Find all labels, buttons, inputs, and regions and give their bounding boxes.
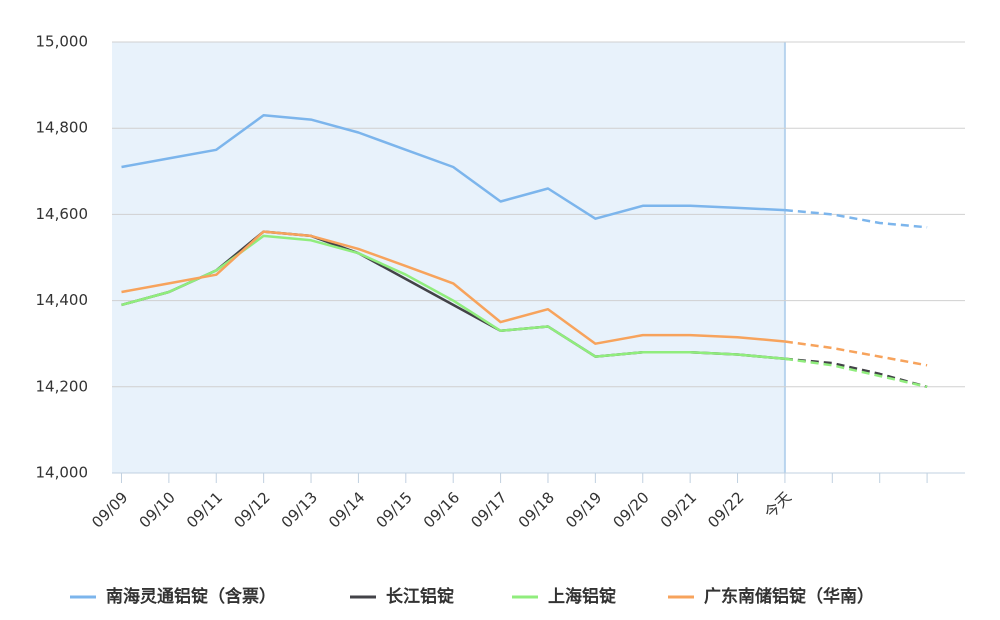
x-tick-label: 09/15: [373, 488, 416, 531]
x-tick-label: 09/12: [230, 488, 273, 531]
history-band: [112, 42, 785, 473]
x-tick-label: 09/19: [562, 488, 605, 531]
x-tick-label: 09/11: [183, 488, 226, 531]
legend-label: 南海灵通铝锭（含票）: [106, 586, 276, 607]
x-tick-label: 今天: [761, 488, 795, 522]
x-tick-label: 09/16: [420, 488, 463, 531]
forecast-line: [784, 208, 928, 229]
x-tick-label: 09/13: [278, 488, 321, 531]
x-tick-label: 09/22: [704, 488, 747, 531]
y-tick-label: 14,600: [36, 205, 89, 223]
series-line: [121, 114, 785, 220]
legend: 南海灵通铝锭（含票） 长江铝锭 上海铝锭 广东南储铝锭（华南）: [70, 586, 874, 607]
forecast-line: [784, 340, 928, 367]
y-tick-label: 14,400: [36, 291, 89, 309]
x-tick-label: 09/18: [515, 488, 558, 531]
x-tick-label: 09/09: [88, 488, 131, 531]
forecast-line: [784, 357, 928, 389]
x-tick-label: 09/14: [325, 488, 368, 531]
y-tick-label: 15,000: [36, 33, 89, 51]
x-tick-label: 09/17: [467, 488, 510, 531]
x-tick-label: 09/20: [609, 488, 652, 531]
y-tick-label: 14,000: [36, 464, 89, 482]
x-tick-label: 09/21: [657, 488, 700, 531]
legend-label: 广东南储铝锭（华南）: [704, 586, 874, 607]
y-tick-label: 14,200: [36, 377, 89, 395]
series-line: [121, 230, 786, 345]
y-tick-label: 14,800: [36, 119, 89, 137]
legend-label: 长江铝锭: [386, 586, 454, 607]
x-tick-label: 09/10: [136, 488, 179, 531]
legend-label: 上海铝锭: [548, 586, 616, 607]
